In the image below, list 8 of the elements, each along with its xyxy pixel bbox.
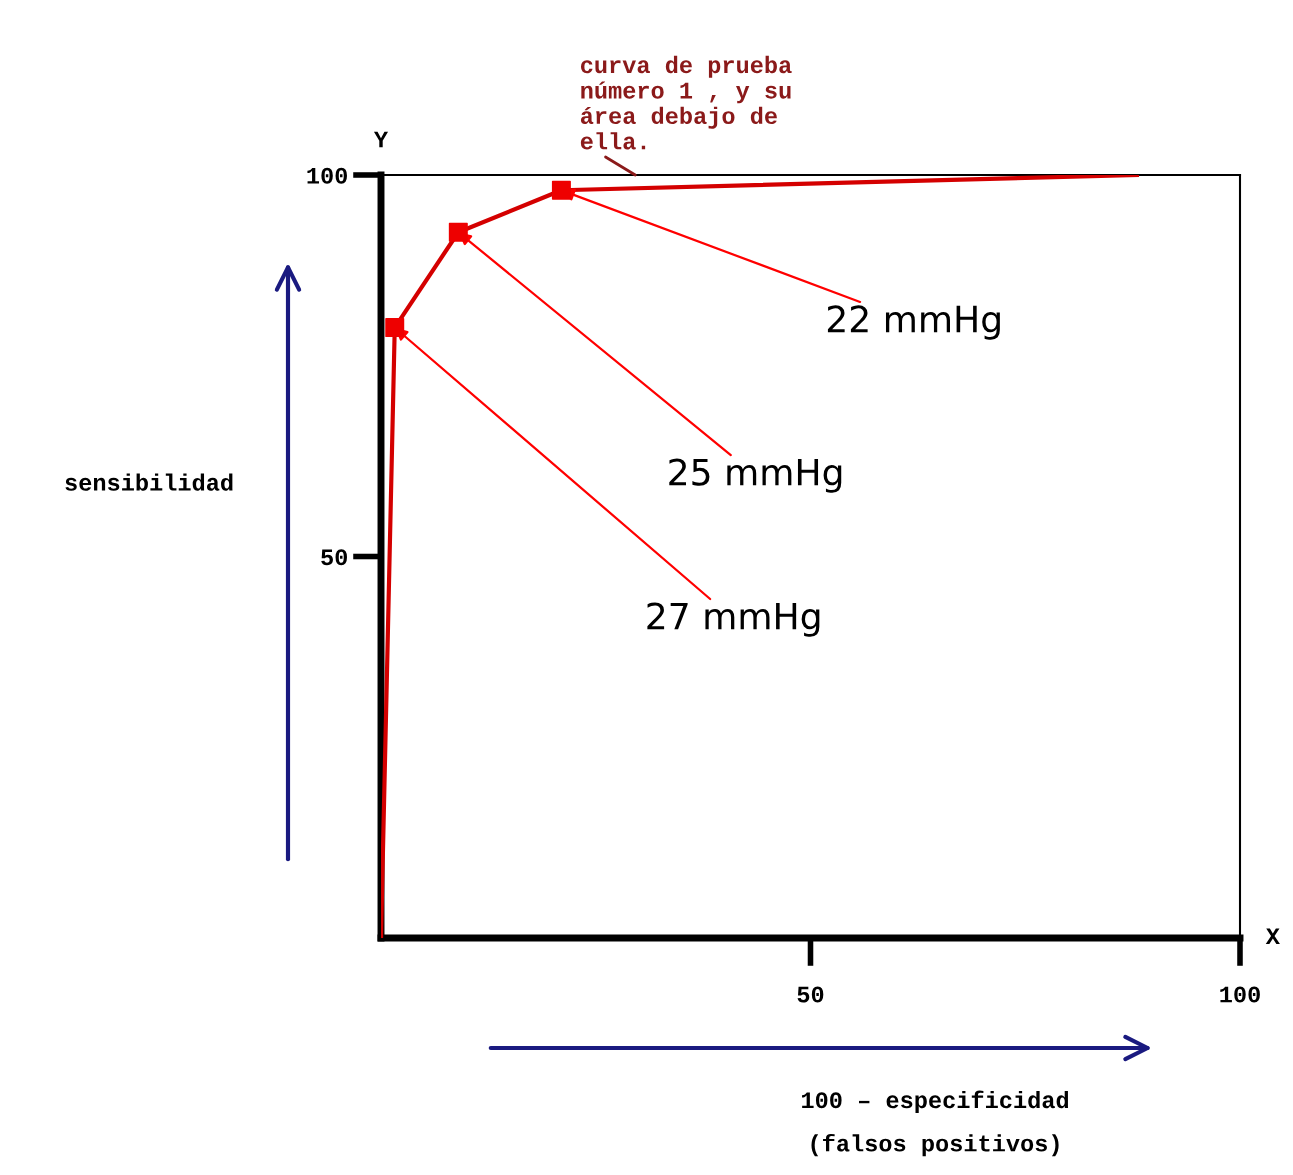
y-axis-title: sensibilidad — [65, 473, 233, 491]
text: Y — [373, 131, 389, 148]
text: curva de prueba número 1 , y su área debajo de ella. — [580, 55, 792, 150]
annotation: 22 mmHg — [827, 305, 1000, 340]
x-axis-title: 100 – especificidad (falsos positivos) — [802, 1090, 1069, 1157]
annotation: 25 mmHg — [669, 458, 842, 493]
text: X — [1265, 928, 1280, 945]
annotation: 27 mmHg — [647, 602, 820, 637]
